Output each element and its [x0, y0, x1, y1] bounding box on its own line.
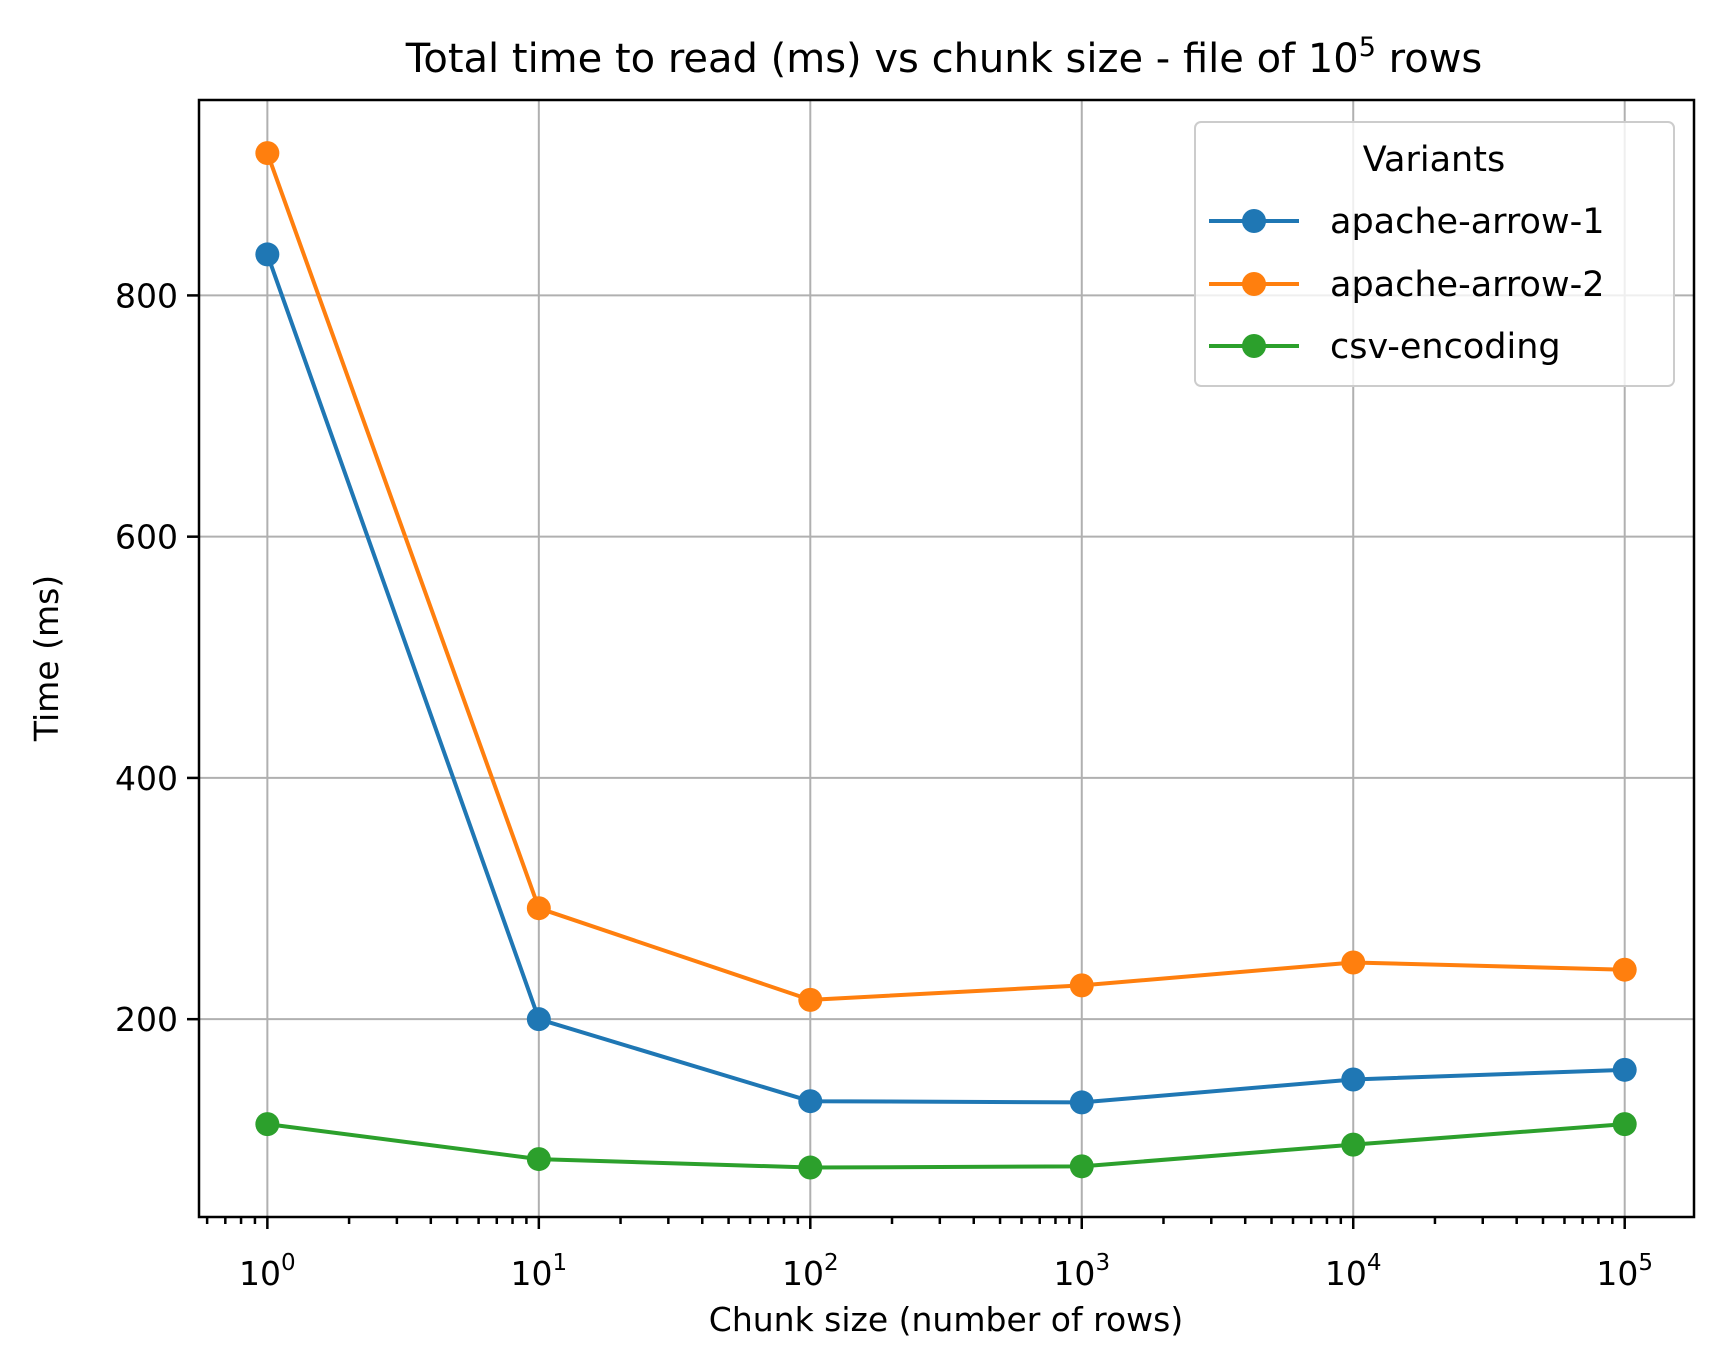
x-tick-label: 101	[511, 1250, 568, 1293]
legend-entry-apache-arrow-1: apache-arrow-1	[1209, 202, 1604, 242]
y-tick-label: 400	[115, 759, 178, 798]
legend-marker-apache-arrow-1	[1242, 209, 1266, 233]
data-point-csv-encoding	[798, 1155, 823, 1180]
x-tick-label: 105	[1596, 1250, 1653, 1293]
x-tick-label: 104	[1325, 1250, 1382, 1293]
y-axis-label: Time (ms)	[27, 575, 66, 742]
legend-label-apache-arrow-2: apache-arrow-2	[1330, 265, 1604, 305]
data-point-apache-arrow-2	[255, 141, 280, 166]
data-point-csv-encoding	[526, 1147, 551, 1172]
data-point-apache-arrow-1	[1341, 1067, 1366, 1092]
y-tick-label: 800	[115, 276, 178, 315]
y-tick-label: 200	[115, 1000, 178, 1039]
chart-title: Total time to read (ms) vs chunk size - …	[405, 32, 1483, 82]
plot-area-frame	[197, 98, 1696, 1219]
legend-label-apache-arrow-1: apache-arrow-1	[1330, 202, 1604, 242]
data-point-apache-arrow-2	[798, 987, 823, 1012]
data-point-csv-encoding	[1341, 1132, 1366, 1157]
data-point-apache-arrow-1	[526, 1007, 551, 1032]
legend-title: Variants	[1363, 140, 1505, 180]
legend-label-csv-encoding: csv-encoding	[1330, 327, 1561, 367]
data-point-apache-arrow-2	[1341, 950, 1366, 975]
data-point-apache-arrow-1	[1069, 1090, 1094, 1115]
series-line-apache-arrow-1	[265, 253, 1625, 1105]
legend-entry-csv-encoding: csv-encoding	[1209, 327, 1561, 367]
legend-marker-csv-encoding	[1242, 334, 1266, 358]
data-point-apache-arrow-1	[798, 1089, 823, 1114]
series-line-csv-encoding	[267, 1122, 1625, 1170]
data-point-csv-encoding	[255, 1112, 280, 1137]
data-point-apache-arrow-1	[1612, 1057, 1637, 1082]
series-layer	[255, 141, 1637, 1180]
x-tick-label: 103	[1053, 1250, 1110, 1293]
axis-ticks: 100 101 102 103 104 105 200 400 600 800	[115, 276, 1653, 1293]
x-axis-label: Chunk size (number of rows)	[709, 1300, 1183, 1339]
x-tick-label: 102	[782, 1250, 839, 1293]
data-point-apache-arrow-2	[1069, 973, 1094, 998]
data-point-csv-encoding	[1612, 1112, 1637, 1137]
data-point-apache-arrow-2	[526, 896, 551, 921]
x-tick-label: 100	[239, 1250, 296, 1293]
series-line-apache-arrow-2	[265, 152, 1625, 1002]
legend: Variants apache-arrow-1 apache-arrow-2 c…	[1194, 121, 1675, 387]
y-tick-label: 600	[115, 518, 178, 557]
legend-entry-apache-arrow-2: apache-arrow-2	[1209, 265, 1604, 305]
legend-marker-apache-arrow-2	[1242, 272, 1266, 296]
data-point-csv-encoding	[1069, 1154, 1094, 1179]
data-point-apache-arrow-1	[255, 242, 280, 267]
legend-frame	[1194, 121, 1675, 387]
data-point-apache-arrow-2	[1612, 957, 1637, 982]
